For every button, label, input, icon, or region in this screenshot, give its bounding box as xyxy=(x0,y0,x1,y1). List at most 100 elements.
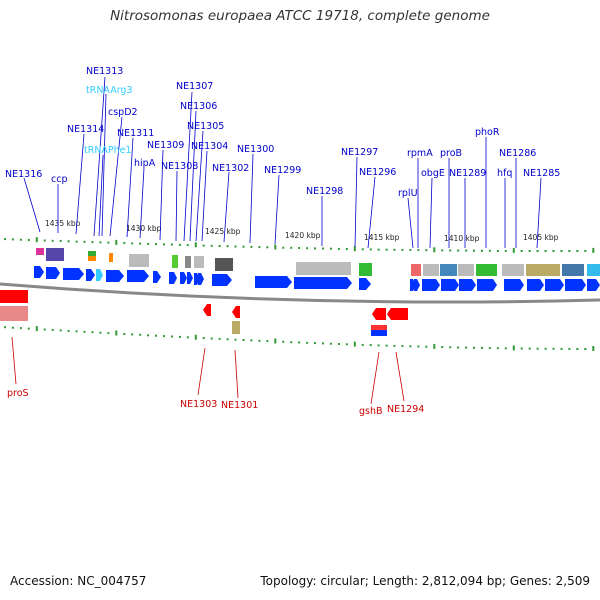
map-title: Nitrosomonas europaea ATCC 19718, comple… xyxy=(110,8,490,24)
reverse-tick-mark xyxy=(170,335,173,338)
forward-tick-mark xyxy=(242,245,245,248)
reverse-tick-mark xyxy=(258,339,261,342)
forward-tick-mark xyxy=(385,248,388,251)
forward-tick-mark xyxy=(552,250,555,252)
forward-tick-mark xyxy=(520,250,523,252)
reverse-tick-mark xyxy=(83,330,86,333)
kbp-tick-1420: 1420 kbp xyxy=(285,231,321,240)
forward-tick-mark xyxy=(83,240,86,243)
label-phor: phoR xyxy=(475,127,500,138)
forward-tick-mark xyxy=(441,249,444,252)
top-leader-lines xyxy=(23,76,542,249)
reverse-tick-mark xyxy=(473,346,475,349)
forward-tick-mark xyxy=(218,245,221,247)
label-ne1302: NE1302 xyxy=(212,163,249,174)
kbp-tick-1435: 1435 kbp xyxy=(45,219,81,228)
reverse-tick-mark xyxy=(250,339,253,342)
label-ne1308: NE1308 xyxy=(161,161,198,172)
forward-tick-mark xyxy=(27,239,30,241)
reverse-tick-mark xyxy=(75,330,78,333)
genome-backbone xyxy=(0,282,600,304)
label-ne1286: NE1286 xyxy=(499,148,536,159)
forward-tick-mark xyxy=(353,246,356,252)
reverse-tick-mark xyxy=(584,348,587,350)
forward-tick-mark xyxy=(139,242,142,245)
label-ne1304: NE1304 xyxy=(191,141,228,152)
reverse-feature-boxes xyxy=(0,306,387,336)
reverse-tick-mark xyxy=(163,335,165,338)
reverse-tick-mark xyxy=(441,346,444,349)
reverse-tick-mark xyxy=(488,347,491,350)
label-ccp: ccp xyxy=(51,174,67,185)
forward-tick-mark xyxy=(592,247,595,253)
forward-tick-mark xyxy=(393,248,396,251)
reverse-tick-mark xyxy=(552,347,555,350)
forward-tick-mark xyxy=(417,249,420,252)
label-ne1309: NE1309 xyxy=(147,140,184,151)
forward-tick-mark xyxy=(178,243,181,246)
reverse-tick-mark xyxy=(11,326,14,329)
reverse-tick-mark xyxy=(178,335,181,338)
forward-tick-mark xyxy=(131,242,134,245)
reverse-tick-mark xyxy=(417,345,420,348)
reverse-tick-mark xyxy=(290,341,293,344)
label-ne1311: NE1311 xyxy=(117,128,154,139)
label-prob: proB xyxy=(440,148,462,159)
label-obge: obgE xyxy=(421,168,445,179)
label-trnaarg3: tRNAArg3 xyxy=(86,85,133,96)
label-pros: proS xyxy=(7,388,29,399)
reverse-tick-mark xyxy=(147,334,150,337)
reverse-tick-mark xyxy=(568,347,571,350)
label-ne1300: NE1300 xyxy=(237,144,274,155)
forward-tick-mark xyxy=(202,244,205,247)
reverse-genes xyxy=(0,290,408,320)
forward-tick-mark xyxy=(345,248,348,250)
reverse-tick-mark xyxy=(202,337,205,340)
reverse-tick-mark xyxy=(457,346,460,349)
forward-tick-mark xyxy=(99,241,102,244)
label-hipa: hipA xyxy=(134,158,156,169)
reverse-tick-mark xyxy=(27,327,30,330)
forward-tick-mark xyxy=(560,250,563,252)
reverse-tick-mark xyxy=(361,343,364,346)
label-ne1305: NE1305 xyxy=(187,121,224,132)
reverse-tick-mark xyxy=(528,347,531,350)
forward-tick-mark xyxy=(465,249,468,252)
forward-tick-mark xyxy=(123,242,126,245)
accession-text: Accession: NC_004757 xyxy=(10,574,147,588)
label-ne1296: NE1296 xyxy=(359,167,396,178)
reverse-tick-mark xyxy=(337,343,340,345)
reverse-tick-marks xyxy=(4,326,595,351)
reverse-tick-mark xyxy=(194,334,197,340)
forward-tick-mark xyxy=(512,247,515,253)
reverse-tick-mark xyxy=(99,331,102,334)
label-cspd2: cspD2 xyxy=(108,107,138,118)
reverse-tick-mark xyxy=(218,337,221,340)
reverse-tick-mark xyxy=(409,345,412,348)
forward-tick-mark xyxy=(329,247,332,250)
reverse-tick-mark xyxy=(306,341,309,344)
reverse-tick-mark xyxy=(592,346,595,351)
reverse-tick-mark xyxy=(560,347,563,350)
reverse-tick-mark xyxy=(504,347,507,350)
forward-tick-mark xyxy=(258,246,261,249)
reverse-tick-mark xyxy=(377,344,380,347)
forward-tick-mark xyxy=(234,245,237,248)
label-hfq: hfq xyxy=(497,168,512,179)
label-ne1289: NE1289 xyxy=(449,168,486,179)
reverse-tick-mark xyxy=(4,326,6,329)
forward-tick-mark xyxy=(186,244,189,247)
forward-tick-mark xyxy=(4,238,6,241)
forward-tick-mark xyxy=(306,247,309,250)
reverse-tick-mark xyxy=(115,330,118,336)
forward-tick-mark xyxy=(473,249,475,252)
reverse-tick-mark xyxy=(512,345,515,351)
forward-tick-mark xyxy=(155,243,157,246)
label-gshb: gshB xyxy=(359,406,383,417)
reverse-tick-mark xyxy=(401,345,404,348)
forward-tick-mark xyxy=(226,245,229,248)
reverse-tick-mark xyxy=(35,326,38,332)
forward-tick-mark xyxy=(163,243,165,246)
reverse-tick-mark xyxy=(544,347,547,350)
forward-tick-mark xyxy=(544,250,547,252)
